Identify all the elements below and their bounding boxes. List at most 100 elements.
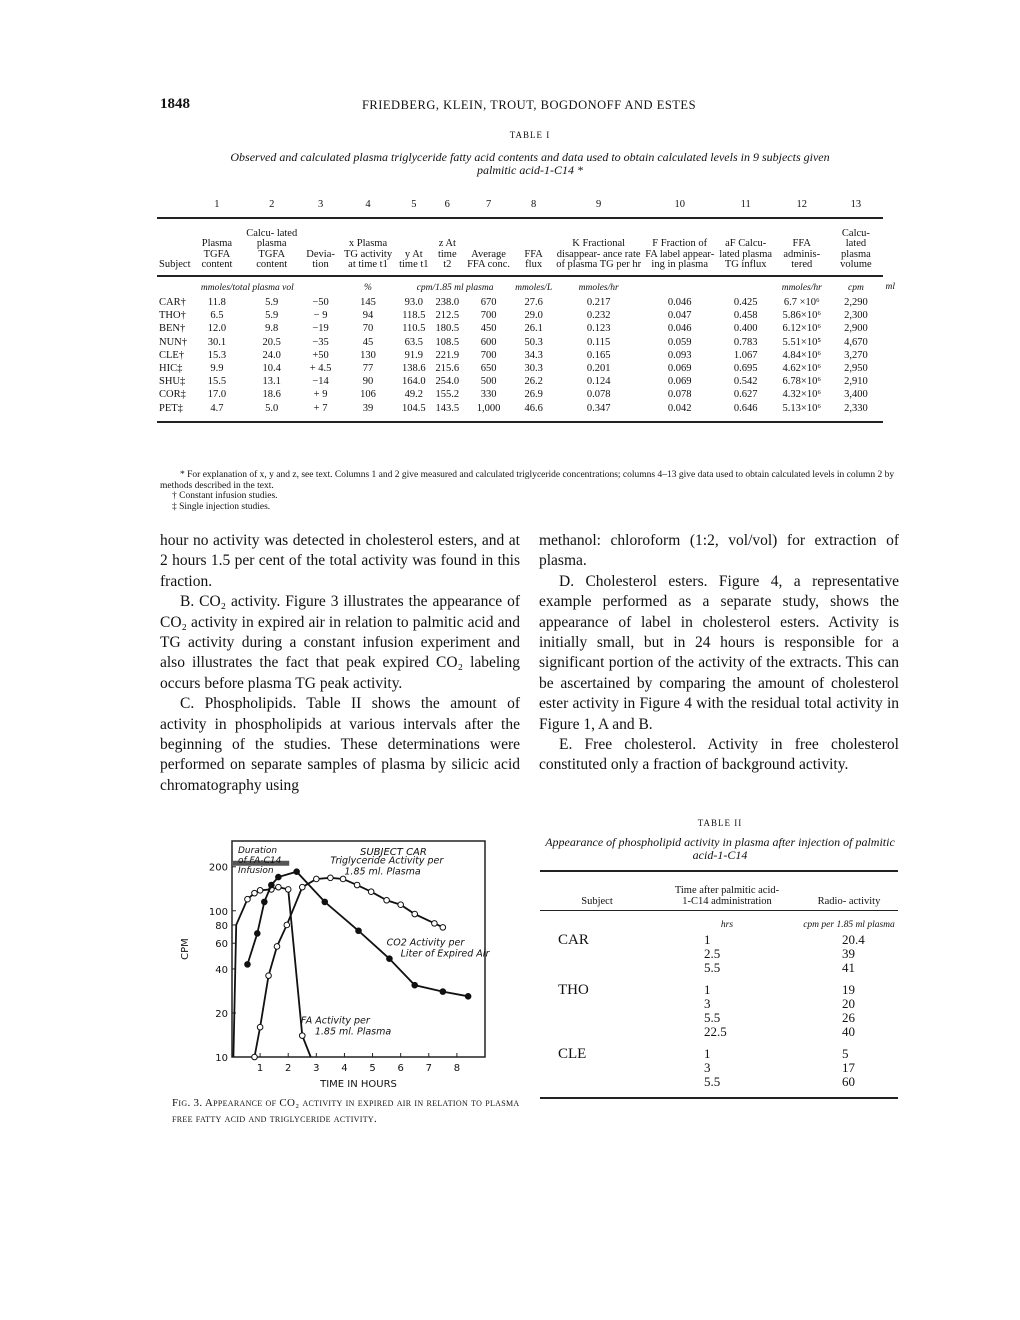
table-cell: 0.047 bbox=[667, 310, 692, 322]
table-cell: 10.4 bbox=[262, 363, 281, 375]
table-cell: 0.201 bbox=[586, 363, 611, 375]
table-row: 5.5 60 bbox=[540, 1074, 898, 1099]
table-cell: 700 bbox=[480, 349, 497, 361]
figure-3-chart: 1 2 3 4 5 6 7 8 10 20 40 60 80 100 200 TIME IN HOURS CPM… bbox=[180, 840, 490, 1090]
table-cell: 34.3 bbox=[524, 349, 543, 361]
table-cell: 110.5 bbox=[402, 323, 426, 335]
table-row: CAR† 11.8 5.9 −50 145 93.0 238.0 670 27.6 0.217 0.… bbox=[157, 296, 897, 309]
table-cell: + 4.5 bbox=[309, 363, 332, 375]
table-cell: 500 bbox=[480, 376, 497, 388]
series-line bbox=[246, 870, 469, 998]
table-cell: 0.093 bbox=[667, 349, 692, 361]
data-point bbox=[411, 981, 419, 989]
table-cell: 2,330 bbox=[828, 401, 884, 423]
data-point bbox=[251, 889, 258, 897]
table-cell: 254.0 bbox=[435, 376, 460, 388]
table-cell: 143.5 bbox=[430, 401, 465, 423]
table-cell: 0.046 bbox=[667, 323, 692, 335]
table-cell: 18.6 bbox=[262, 389, 281, 401]
figure-caption: Fig. 3. Appearance of CO₂ activity in ex… bbox=[172, 1097, 520, 1125]
table-cell: −19 bbox=[312, 323, 329, 335]
table-cell: PET‡ bbox=[157, 401, 193, 423]
table-cell: 91.9 bbox=[404, 349, 423, 361]
table-cell: −35 bbox=[312, 336, 329, 348]
table-cell: 2,910 bbox=[844, 376, 868, 388]
column-header: x Plasma TG activity at time t1 bbox=[339, 216, 398, 277]
table1: 1 2 3 4 5 6 7 8 9 10 11 12 13 Subject Plasma TGFA con… bbox=[157, 198, 897, 423]
y-tick-label: 200 bbox=[209, 863, 228, 874]
y-tick-label: 60 bbox=[215, 939, 228, 950]
footnote: ‡ Single injection studies. bbox=[172, 501, 271, 512]
table2: Subject Time after palmitic acid-1-C14 a… bbox=[540, 870, 898, 1099]
unit-label: hrs bbox=[720, 920, 734, 930]
paragraph: D. Cholesterol esters. Figure 4, a repre… bbox=[539, 572, 899, 733]
table-cell: 0.458 bbox=[733, 310, 758, 322]
right-column-text: methanol: chloroform (1:2, vol/vol) for … bbox=[539, 531, 899, 776]
column-number: 6 bbox=[444, 199, 450, 210]
table-cell: 5.51×10⁵ bbox=[782, 336, 821, 348]
table-cell: 600 bbox=[480, 336, 497, 348]
table-cell: THO† bbox=[159, 310, 186, 322]
table-cell: 45 bbox=[362, 336, 374, 348]
series-line bbox=[232, 886, 312, 1058]
table-cell: 26.1 bbox=[524, 323, 543, 335]
table-cell: 0.542 bbox=[733, 376, 758, 388]
column-number: 12 bbox=[796, 199, 808, 210]
column-number: 13 bbox=[850, 199, 862, 210]
table-cell: 0.425 bbox=[733, 297, 758, 308]
unit-label: cpm bbox=[848, 282, 864, 293]
table-cell: 0.783 bbox=[733, 336, 758, 348]
data-point bbox=[256, 887, 264, 894]
column-header: aF Calcu- lated plasma TG influx bbox=[716, 216, 776, 277]
data-point bbox=[327, 874, 334, 882]
table-cell: 221.9 bbox=[435, 349, 460, 361]
table-cell: 0.059 bbox=[667, 336, 692, 348]
subject-cell bbox=[540, 1025, 654, 1039]
table-cell: 5.9 bbox=[265, 297, 279, 308]
data-point bbox=[439, 924, 447, 931]
table-cell: 212.5 bbox=[435, 310, 460, 322]
unit-label: cpm per 1.85 ml plasma bbox=[803, 920, 895, 930]
column-header: y At time t1 bbox=[397, 216, 431, 277]
data-point bbox=[383, 896, 390, 904]
data-point bbox=[275, 883, 282, 891]
paragraph: methanol: chloroform (1:2, vol/vol) for … bbox=[539, 532, 899, 570]
time-cell: 1 bbox=[704, 931, 711, 947]
time-cell: 1 bbox=[704, 1045, 711, 1061]
table-cell: + 9 bbox=[313, 389, 328, 401]
data-point bbox=[256, 1023, 264, 1031]
x-tick-label: 5 bbox=[369, 1063, 375, 1074]
infusion-label: Duration of FA-C14 Infusion bbox=[238, 846, 282, 876]
table-cell: 0.400 bbox=[733, 323, 758, 335]
unit-label bbox=[643, 276, 716, 297]
time-cell: 2.5 bbox=[704, 945, 721, 961]
unit-label: % bbox=[364, 282, 372, 293]
unit-label bbox=[716, 276, 775, 297]
table-cell: 46.6 bbox=[513, 401, 555, 423]
data-point bbox=[313, 875, 320, 883]
table-cell: 6.7 ×10⁶ bbox=[783, 297, 820, 308]
table2-label: TABLE II bbox=[697, 818, 743, 828]
units-row: hrs cpm per 1.85 ml plasma bbox=[540, 911, 898, 933]
table-cell: 90 bbox=[362, 376, 374, 388]
column-number: 1 bbox=[214, 199, 220, 210]
table-cell: 180.5 bbox=[435, 323, 460, 335]
table-cell: CLE† bbox=[159, 349, 185, 361]
y-tick-label: 10 bbox=[215, 1053, 228, 1064]
data-point bbox=[355, 927, 362, 935]
series-label: FA Activity per 1.85 ml. Plasma bbox=[301, 1015, 391, 1037]
data-point bbox=[284, 886, 292, 893]
subject-cell bbox=[540, 997, 654, 1011]
table-cell: 155.2 bbox=[435, 389, 460, 401]
subject-cell bbox=[540, 1061, 654, 1075]
table-cell: 17.0 bbox=[207, 389, 227, 401]
column-header: Subject bbox=[157, 216, 193, 277]
activity-cell: 41 bbox=[842, 959, 855, 975]
table-cell: 4.84×10⁶ bbox=[782, 349, 821, 361]
unit-label: cpm/1.85 ml plasma bbox=[416, 282, 494, 293]
table-row: 5.5 41 bbox=[540, 961, 898, 975]
column-header: z At time t2 bbox=[430, 216, 465, 277]
data-point bbox=[411, 910, 419, 918]
unit-label: mmoles/total plasma vol bbox=[200, 282, 294, 293]
